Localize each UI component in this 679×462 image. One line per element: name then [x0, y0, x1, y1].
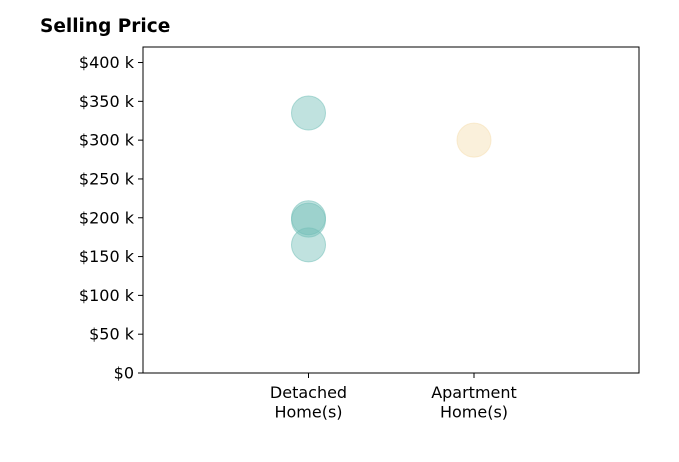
scatter-point — [456, 122, 492, 158]
y-tick-label: $250 k — [79, 169, 135, 188]
x-tick-label: Apartment — [431, 383, 517, 402]
y-tick-label: $150 k — [79, 247, 135, 266]
chart-title: Selling Price — [40, 16, 171, 37]
y-tick-label: $350 k — [79, 92, 135, 111]
y-tick-label: $50 k — [89, 325, 135, 344]
y-axis: $0 $50 k $100 k $150 k $200 k $250 k $300 k $35… — [79, 53, 143, 383]
y-tick-label: $100 k — [79, 286, 135, 305]
y-tick-label: $300 k — [79, 131, 135, 150]
y-tick-label: $0 — [114, 364, 134, 383]
plot-area — [142, 46, 640, 374]
scatter-point — [291, 227, 326, 263]
x-tick-label: Detached — [270, 383, 347, 402]
y-tick-label: $200 k — [79, 208, 135, 227]
scatter-point — [291, 202, 326, 238]
x-tick-label: Home(s) — [274, 403, 342, 422]
scatter-point — [291, 95, 326, 131]
data-points — [291, 95, 492, 263]
x-tick-label: Home(s) — [440, 403, 508, 422]
y-tick-label: $400 k — [79, 53, 135, 72]
